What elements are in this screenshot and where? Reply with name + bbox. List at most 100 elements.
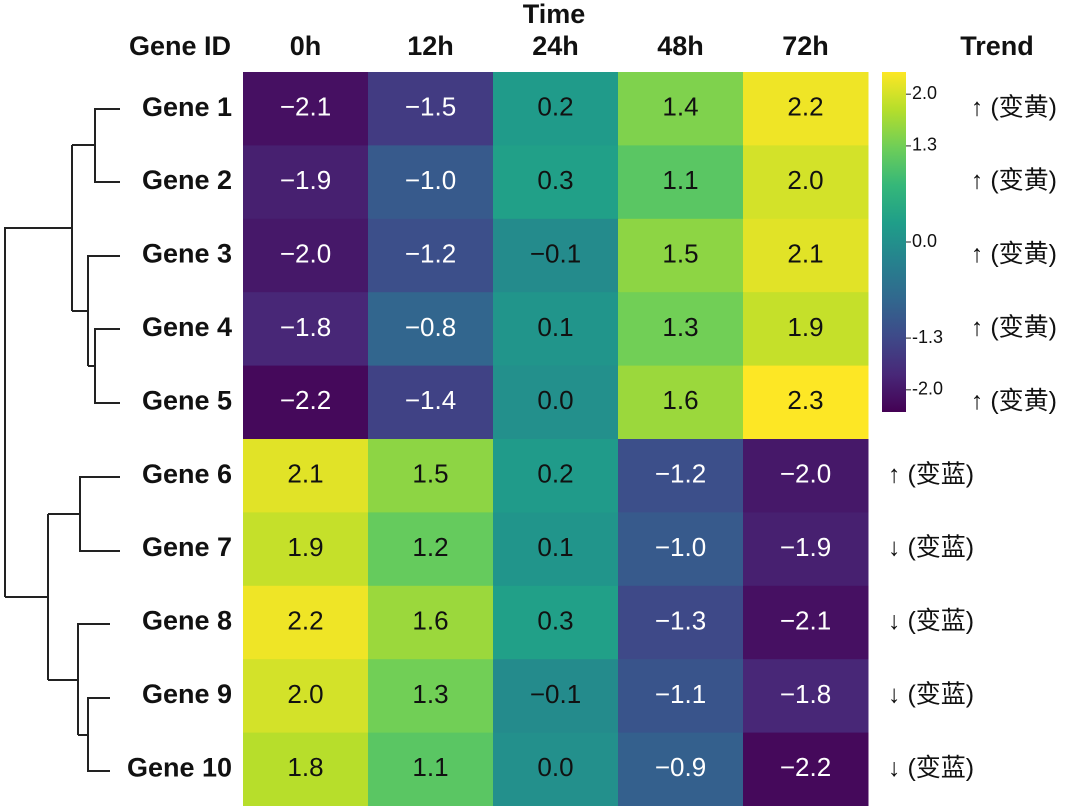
cell-label: 1.5 bbox=[662, 238, 698, 268]
heatmap-cell bbox=[368, 659, 494, 734]
heatmap-cell bbox=[743, 659, 869, 734]
heatmap-cell bbox=[368, 365, 494, 440]
heatmap-cell bbox=[493, 145, 619, 220]
row-label: Gene 8 bbox=[142, 606, 232, 636]
x-axis-label: Time bbox=[523, 0, 586, 29]
heatmap-cell bbox=[618, 365, 744, 440]
cell-label: −2.2 bbox=[280, 385, 331, 415]
cell-label: −1.2 bbox=[655, 459, 706, 489]
column-label: 0h bbox=[290, 31, 322, 61]
row-label: Gene 2 bbox=[142, 165, 232, 195]
trend-header: Trend bbox=[960, 31, 1034, 61]
column-label: 72h bbox=[782, 31, 829, 61]
row-label: Gene 9 bbox=[142, 679, 232, 709]
heatmap-cell bbox=[618, 439, 744, 513]
cell-label: 0.3 bbox=[537, 165, 573, 195]
heatmap-cell bbox=[618, 72, 744, 146]
trend-label: ↑ (变黄) bbox=[971, 167, 1057, 195]
row-label: Gene 7 bbox=[142, 532, 232, 562]
cell-label: 2.2 bbox=[787, 92, 823, 122]
heatmap-cell bbox=[243, 145, 369, 220]
heatmap-cell bbox=[493, 585, 619, 660]
heatmap-cell bbox=[618, 218, 744, 293]
cell-label: 1.4 bbox=[662, 92, 698, 122]
cell-label: 1.1 bbox=[662, 165, 698, 195]
cell-label: −1.5 bbox=[405, 92, 456, 122]
cell-label: 1.1 bbox=[412, 752, 448, 782]
cell-label: 2.0 bbox=[787, 165, 823, 195]
trend-label: ↓ (变蓝) bbox=[888, 754, 974, 782]
row-label: Gene 6 bbox=[142, 459, 232, 489]
heatmap-cell bbox=[743, 365, 869, 440]
cell-label: 1.3 bbox=[662, 312, 698, 342]
cell-label: 1.9 bbox=[787, 312, 823, 342]
cell-label: −0.1 bbox=[530, 238, 581, 268]
heatmap-cell bbox=[618, 659, 744, 734]
trend-label: ↓ (变蓝) bbox=[888, 534, 974, 562]
column-label: 12h bbox=[407, 31, 454, 61]
colorbar-tick-label: -2.0 bbox=[912, 379, 943, 399]
heatmap-cell bbox=[743, 218, 869, 293]
cell-label: −2.1 bbox=[780, 605, 831, 635]
heatmap-cell bbox=[243, 732, 369, 807]
colorbar-tick-label: 1.3 bbox=[912, 135, 937, 155]
cell-label: −2.0 bbox=[280, 238, 331, 268]
cell-label: −1.4 bbox=[405, 385, 456, 415]
cell-label: −1.8 bbox=[280, 312, 331, 342]
heatmap-cell bbox=[618, 732, 744, 807]
heatmap-cell bbox=[243, 439, 369, 513]
trend-label: ↑ (变黄) bbox=[971, 314, 1057, 342]
row-label: Gene 3 bbox=[142, 239, 232, 269]
colorbar-tick-label: 2.0 bbox=[912, 83, 937, 103]
cell-label: −0.8 bbox=[405, 312, 456, 342]
trend-label: ↑ (变黄) bbox=[971, 387, 1057, 415]
row-label: Gene 1 bbox=[142, 92, 232, 122]
heatmap-cell bbox=[368, 732, 494, 807]
cell-label: 2.3 bbox=[787, 385, 823, 415]
cell-label: 0.0 bbox=[537, 752, 573, 782]
row-label: Gene 10 bbox=[127, 752, 232, 782]
cell-label: −1.9 bbox=[780, 532, 831, 562]
trend-label: ↑ (变黄) bbox=[971, 93, 1057, 121]
cell-label: 0.2 bbox=[537, 459, 573, 489]
cell-label: 1.2 bbox=[412, 532, 448, 562]
heatmap-cell bbox=[368, 145, 494, 220]
cell-label: −0.1 bbox=[530, 679, 581, 709]
cell-label: −1.0 bbox=[405, 165, 456, 195]
heatmap-cell bbox=[618, 585, 744, 660]
trend-label: ↑ (变蓝) bbox=[888, 460, 974, 488]
colorbar bbox=[882, 72, 906, 412]
cell-label: 2.2 bbox=[287, 605, 323, 635]
cell-label: −2.0 bbox=[780, 459, 831, 489]
heatmap-cell bbox=[618, 292, 744, 367]
heatmap-cell bbox=[493, 218, 619, 293]
heatmap-cell bbox=[243, 72, 369, 146]
cell-label: −1.1 bbox=[655, 679, 706, 709]
heatmap-cell bbox=[618, 512, 744, 587]
cell-label: 0.1 bbox=[537, 532, 573, 562]
dendrogram bbox=[4, 108, 120, 772]
cell-label: 2.0 bbox=[287, 679, 323, 709]
heatmap-cell bbox=[493, 72, 619, 146]
heatmap-cell bbox=[743, 292, 869, 367]
heatmap-cell bbox=[243, 218, 369, 293]
heatmap-cell bbox=[493, 732, 619, 807]
cell-label: −2.2 bbox=[780, 752, 831, 782]
cell-label: −1.9 bbox=[280, 165, 331, 195]
cell-label: 2.1 bbox=[787, 238, 823, 268]
colorbar-tick-label: -1.3 bbox=[912, 327, 943, 347]
cell-label: −1.3 bbox=[655, 605, 706, 635]
cell-label: 0.0 bbox=[537, 385, 573, 415]
heatmap-cell bbox=[743, 439, 869, 513]
heatmap-cell bbox=[243, 365, 369, 440]
row-label: Gene 5 bbox=[142, 385, 232, 415]
heatmap-cell bbox=[493, 365, 619, 440]
heatmap-cell bbox=[243, 585, 369, 660]
heatmap-cell bbox=[618, 145, 744, 220]
heatmap-cell bbox=[743, 72, 869, 146]
heatmap-cell bbox=[493, 512, 619, 587]
heatmap-cell bbox=[368, 512, 494, 587]
heatmap-cell bbox=[743, 512, 869, 587]
heatmap-cell bbox=[743, 732, 869, 807]
